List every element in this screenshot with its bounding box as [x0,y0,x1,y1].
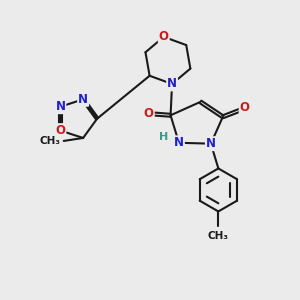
Text: O: O [159,30,169,44]
Text: N: N [206,137,216,150]
Text: N: N [174,136,184,149]
Text: O: O [56,124,65,137]
Text: O: O [240,101,250,114]
Text: CH₃: CH₃ [208,231,229,241]
Text: N: N [167,77,177,90]
Text: CH₃: CH₃ [39,136,60,146]
Text: H: H [159,132,169,142]
Text: N: N [78,93,88,106]
Text: N: N [56,100,65,113]
Text: O: O [144,107,154,120]
